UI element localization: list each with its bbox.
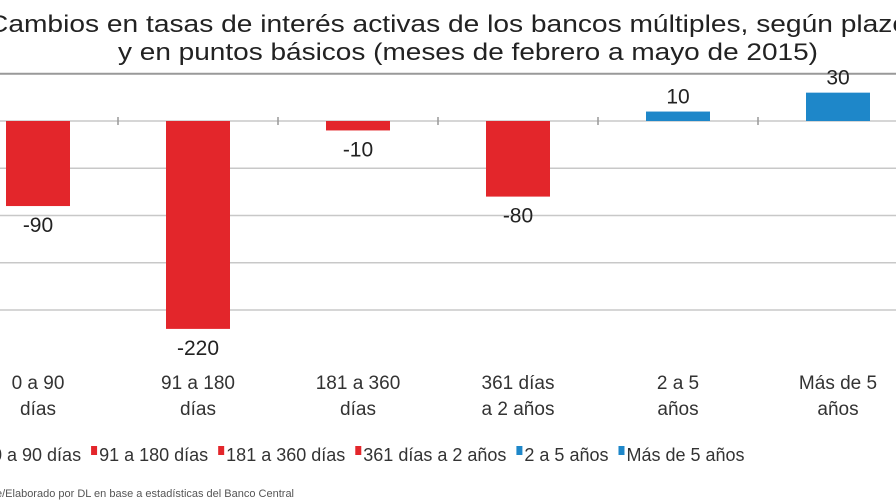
category-label: 91 a 180 bbox=[161, 373, 235, 394]
data-label: 10 bbox=[666, 86, 689, 109]
bar bbox=[486, 121, 550, 197]
legend-swatch bbox=[618, 446, 625, 455]
data-label: 30 bbox=[826, 67, 849, 90]
category-label: Más de 5 bbox=[799, 373, 877, 394]
legend-swatch bbox=[355, 446, 362, 455]
legend-swatch bbox=[516, 446, 523, 455]
bar bbox=[6, 121, 70, 207]
category-label: 181 a 360 bbox=[316, 373, 401, 394]
category-label: a 2 años bbox=[482, 399, 555, 420]
category-label: días bbox=[20, 399, 56, 420]
legend-label: 361 días a 2 años bbox=[363, 445, 506, 465]
legend-label: Más de 5 años bbox=[626, 445, 744, 465]
data-label: -90 bbox=[23, 214, 53, 237]
data-label: -10 bbox=[343, 138, 373, 161]
source-note: e/Elaborado por DL en base a estadística… bbox=[0, 488, 294, 500]
legend-swatch bbox=[91, 446, 98, 455]
category-label: años bbox=[657, 399, 698, 420]
category-label: días bbox=[340, 399, 376, 420]
category-label: días bbox=[180, 399, 216, 420]
data-label: -80 bbox=[503, 205, 533, 228]
bar bbox=[646, 111, 710, 121]
category-label: 0 a 90 bbox=[12, 373, 65, 394]
legend-label: 91 a 180 días bbox=[99, 445, 208, 465]
legend-label: 181 a 360 días bbox=[226, 445, 345, 465]
chart-title-line-2: y en puntos básicos (meses de febrero a … bbox=[118, 39, 818, 66]
bar bbox=[806, 92, 870, 121]
data-label: -220 bbox=[177, 337, 219, 360]
category-label: 2 a 5 bbox=[657, 373, 699, 394]
chart-title-line-1: Cambios en tasas de interés activas de l… bbox=[0, 11, 896, 38]
legend-label: 2 a 5 años bbox=[524, 445, 608, 465]
category-label: 361 días bbox=[482, 373, 555, 394]
legend-swatch bbox=[218, 446, 225, 455]
bar bbox=[326, 121, 390, 131]
bar bbox=[166, 121, 230, 329]
category-label: años bbox=[817, 399, 858, 420]
legend-label: 0 a 90 días bbox=[0, 445, 81, 465]
